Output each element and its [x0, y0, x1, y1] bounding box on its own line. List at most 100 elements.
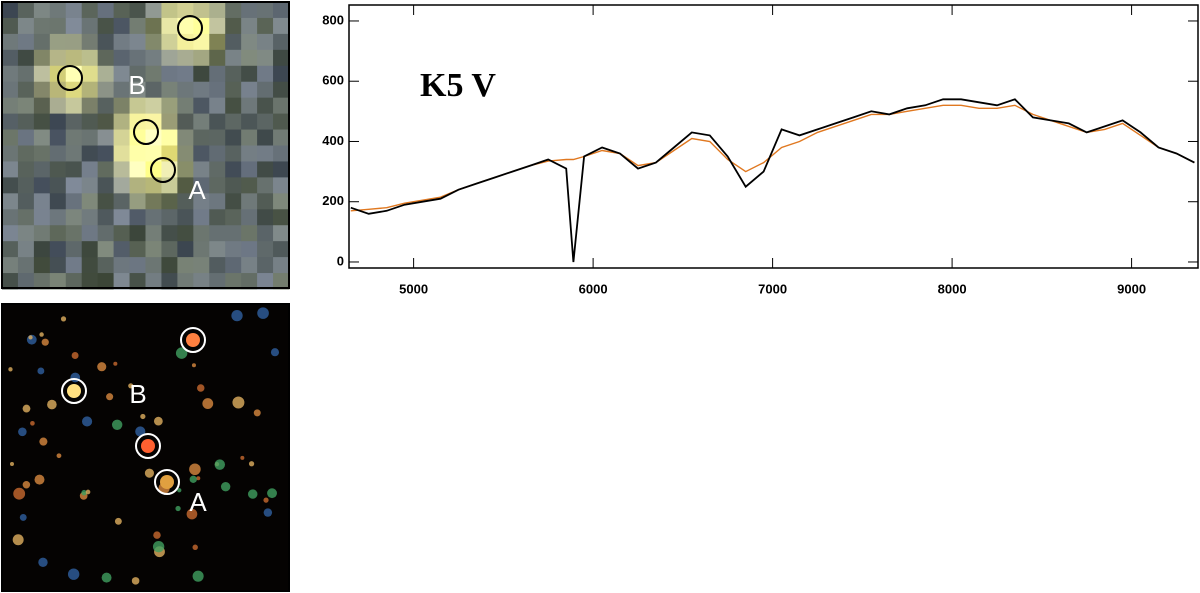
pixel — [2, 161, 19, 178]
pixel — [273, 113, 290, 131]
pixel — [193, 97, 210, 115]
x-tick-label: 7000 — [758, 281, 787, 296]
pixel — [33, 97, 51, 115]
pixel — [209, 17, 226, 35]
pixel — [2, 17, 19, 35]
pixel — [2, 97, 19, 115]
pixel — [113, 2, 131, 19]
star — [247, 489, 258, 499]
pixel — [177, 113, 194, 131]
pixel — [161, 17, 178, 35]
pixel — [145, 177, 162, 194]
pixel — [177, 65, 194, 83]
pixel — [177, 81, 194, 99]
pixel — [2, 65, 19, 83]
star — [30, 420, 35, 426]
pixel — [49, 113, 67, 131]
pixel — [161, 241, 178, 258]
pixel — [177, 193, 194, 210]
star — [38, 557, 48, 568]
pixel — [17, 209, 35, 226]
pixel — [225, 49, 242, 67]
star — [248, 461, 255, 467]
pixel — [49, 257, 67, 274]
star — [101, 572, 112, 583]
pixel — [177, 17, 194, 35]
star — [113, 361, 118, 366]
pixel — [113, 209, 131, 226]
pixel — [2, 113, 19, 131]
pixel — [2, 225, 19, 242]
pixel — [257, 33, 274, 51]
star — [186, 508, 198, 520]
pixel — [257, 161, 274, 178]
pixel — [225, 161, 242, 178]
star — [60, 316, 67, 322]
pixel — [49, 97, 67, 115]
pixel — [241, 145, 258, 162]
pixel — [177, 33, 194, 51]
pixel — [177, 209, 194, 226]
pixel — [209, 33, 226, 51]
pixel — [17, 113, 35, 131]
pixel — [161, 113, 178, 131]
pixel — [17, 2, 35, 19]
pixel — [49, 33, 67, 51]
pixel — [209, 65, 226, 83]
pixel — [129, 209, 146, 226]
image-label: B — [128, 70, 145, 100]
pixel — [193, 273, 210, 290]
pixel — [225, 129, 242, 146]
pixel — [97, 49, 115, 67]
star — [71, 352, 79, 359]
pixel — [97, 161, 115, 178]
pixel — [81, 97, 99, 115]
star — [9, 461, 14, 466]
pixel — [225, 177, 242, 194]
pixel — [145, 97, 162, 115]
pixel — [33, 161, 51, 178]
pixel — [225, 273, 242, 290]
pixel — [65, 177, 83, 194]
pixel — [113, 241, 131, 258]
pixel — [113, 257, 131, 274]
pixel — [209, 49, 226, 67]
star — [131, 577, 140, 585]
pixel — [145, 161, 162, 178]
image-frame — [1, 303, 290, 592]
pixel — [113, 177, 131, 194]
pixel — [161, 129, 178, 146]
star — [141, 439, 155, 453]
pixel — [225, 241, 242, 258]
pixel — [129, 49, 146, 67]
pixel — [81, 225, 99, 242]
pixel — [257, 177, 274, 194]
pixel — [33, 241, 51, 258]
pixel — [209, 97, 226, 115]
pixel — [49, 145, 67, 162]
star — [144, 468, 154, 478]
image-frame — [1, 1, 290, 289]
pixel — [161, 257, 178, 274]
pixel — [257, 129, 274, 146]
pixel — [257, 273, 274, 290]
pixel — [113, 33, 131, 51]
pixel — [241, 113, 258, 131]
pixel — [225, 225, 242, 242]
pixel — [81, 49, 99, 67]
pixel — [241, 17, 258, 35]
pixel — [161, 81, 178, 99]
star — [12, 534, 24, 546]
pixel — [33, 2, 51, 19]
pixel — [97, 97, 115, 115]
pixel — [145, 65, 162, 83]
pixel — [97, 33, 115, 51]
pixel — [65, 65, 83, 83]
pixel — [2, 33, 19, 51]
pixel — [209, 81, 226, 99]
star — [13, 487, 26, 500]
pixel — [49, 225, 67, 242]
pixel — [97, 209, 115, 226]
pixel — [113, 225, 131, 242]
